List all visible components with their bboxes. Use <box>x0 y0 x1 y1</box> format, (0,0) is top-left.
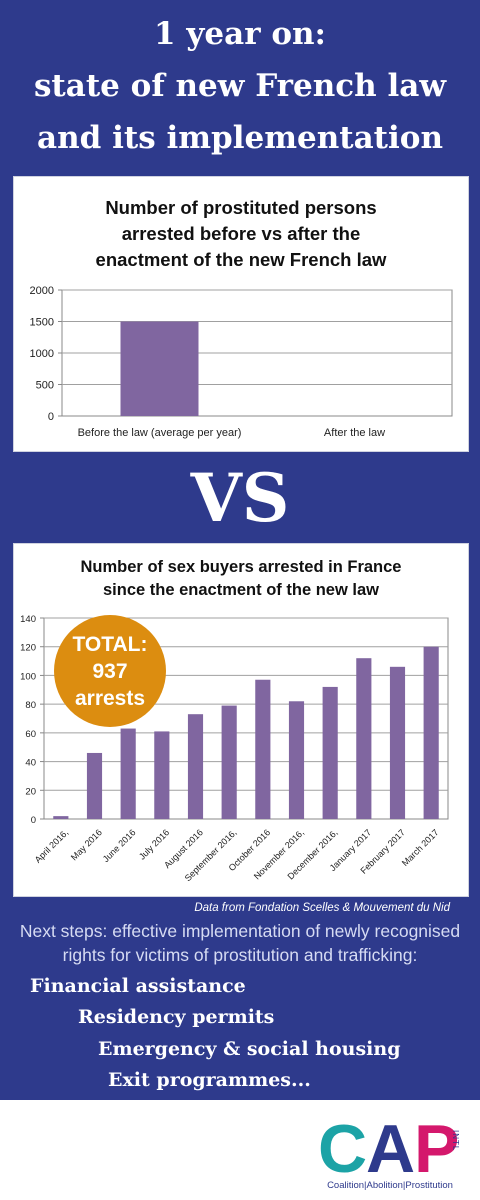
chart-1-svg: 0 500 1000 1500 2000 Before the law (average … <box>30 285 453 439</box>
chart-2-title-line-1: Number of sex buyers arrested in France <box>80 558 402 576</box>
logo-intl: INTL <box>451 1130 460 1152</box>
logo-letter-c: C <box>318 1111 368 1187</box>
chart-1-y-tick-label: 1500 <box>30 317 54 329</box>
chart-2-y-tick-label: 60 <box>25 729 36 740</box>
chart-2-y-tick-label: 100 <box>20 671 36 682</box>
chart-1-y-tick-label: 1000 <box>30 348 54 360</box>
chart-2-x-tick-label: March 2017 <box>400 827 441 868</box>
chart-1-title-line-3: enactment of the new French law <box>95 249 387 270</box>
chart-2-svg: 0 20 40 60 80 100 120 140 April 2016,May 2016Jun… <box>20 614 449 883</box>
chart-2-y-tick-label: 0 <box>31 815 36 826</box>
title-line-3: and its implementation <box>37 120 443 156</box>
step-residency-permits: Residency permits <box>78 1006 275 1028</box>
chart-2-y-tick-label: 120 <box>20 643 36 654</box>
chart-1-title-line-2: arrested before vs after the <box>121 223 361 244</box>
chart-2-bar <box>423 646 439 819</box>
chart-1-y-tick-label: 2000 <box>30 285 54 297</box>
chart-2-x-tick-label: May 2016 <box>69 827 104 862</box>
chart-panel-sex-buyers: Number of sex buyers arrested in France … <box>13 543 469 897</box>
logo-letter-p: P <box>414 1111 460 1187</box>
next-steps-line-2: rights for victims of prostitution and t… <box>62 945 418 965</box>
logo-tagline: Coalition|Abolition|Prostitution <box>327 1180 453 1191</box>
chart-2-bar <box>288 701 305 819</box>
page-title: 1 year on: state of new French law and i… <box>0 8 480 164</box>
chart-panel-arrests-prostituted: Number of prostituted persons arrested b… <box>13 176 469 452</box>
chart-2-y-tick-label: 140 <box>20 614 36 625</box>
chart-2-y-tick-label: 40 <box>25 758 36 769</box>
total-badge: TOTAL: 937 arrests <box>54 615 166 727</box>
title-line-1: 1 year on: <box>154 16 326 52</box>
chart-2-bar <box>120 728 136 819</box>
total-badge-line-2: 937 <box>92 659 128 683</box>
chart-2-bar <box>187 714 204 819</box>
chart-2-x-tick-label: April 2016, <box>33 827 70 864</box>
chart-2-bar <box>221 705 237 819</box>
chart-2-bar <box>255 679 271 819</box>
chart-2-bar <box>356 658 372 819</box>
chart-1-y-tick-label: 500 <box>36 380 54 392</box>
chart-2-bar <box>53 816 69 819</box>
chart-2-y-tick-label: 80 <box>25 700 36 711</box>
next-steps-line-1: Next steps: effective implementation of … <box>19 921 461 941</box>
chart-2-title-line-2: since the enactment of the new law <box>103 581 379 599</box>
step-emergency-housing: Emergency & social housing <box>98 1038 401 1060</box>
chart-1-y-tick-label: 0 <box>48 411 54 423</box>
chart-1-bar <box>120 321 199 416</box>
chart-1-x-tick-label: After the law <box>324 427 385 439</box>
chart-1-x-tick-label: Before the law (average per year) <box>78 427 242 439</box>
step-financial-assistance: Financial assistance <box>30 975 246 997</box>
chart-2-title: Number of sex buyers arrested in France … <box>14 556 468 602</box>
chart-2-bar <box>389 666 406 819</box>
step-exit-programmes: Exit programmes... <box>108 1069 311 1091</box>
cap-logo: C A P INTL Coalition|Abolition|Prostitut… <box>310 1112 470 1192</box>
total-badge-line-3: arrests <box>74 686 146 710</box>
chart-2-bar <box>322 686 338 819</box>
chart-2-x-tick-label: July 2016 <box>137 827 171 861</box>
chart-2-bar <box>86 752 103 819</box>
chart-2-x-tick-label: June 2016 <box>101 827 138 864</box>
vs-label: VS <box>190 459 290 537</box>
chart-2-y-tick-label: 20 <box>25 786 36 797</box>
logo-letter-a: A <box>366 1111 416 1187</box>
next-steps-intro: Next steps: effective implementation of … <box>0 919 480 967</box>
total-badge-line-1: TOTAL: <box>72 632 148 656</box>
chart-1-title-line-1: Number of prostituted persons <box>105 197 377 218</box>
title-line-2: state of new French law <box>33 68 447 104</box>
data-source: Data from Fondation Scelles & Mouvement … <box>194 902 450 914</box>
chart-2-bar <box>154 731 170 819</box>
chart-1-title: Number of prostituted persons arrested b… <box>14 195 468 273</box>
